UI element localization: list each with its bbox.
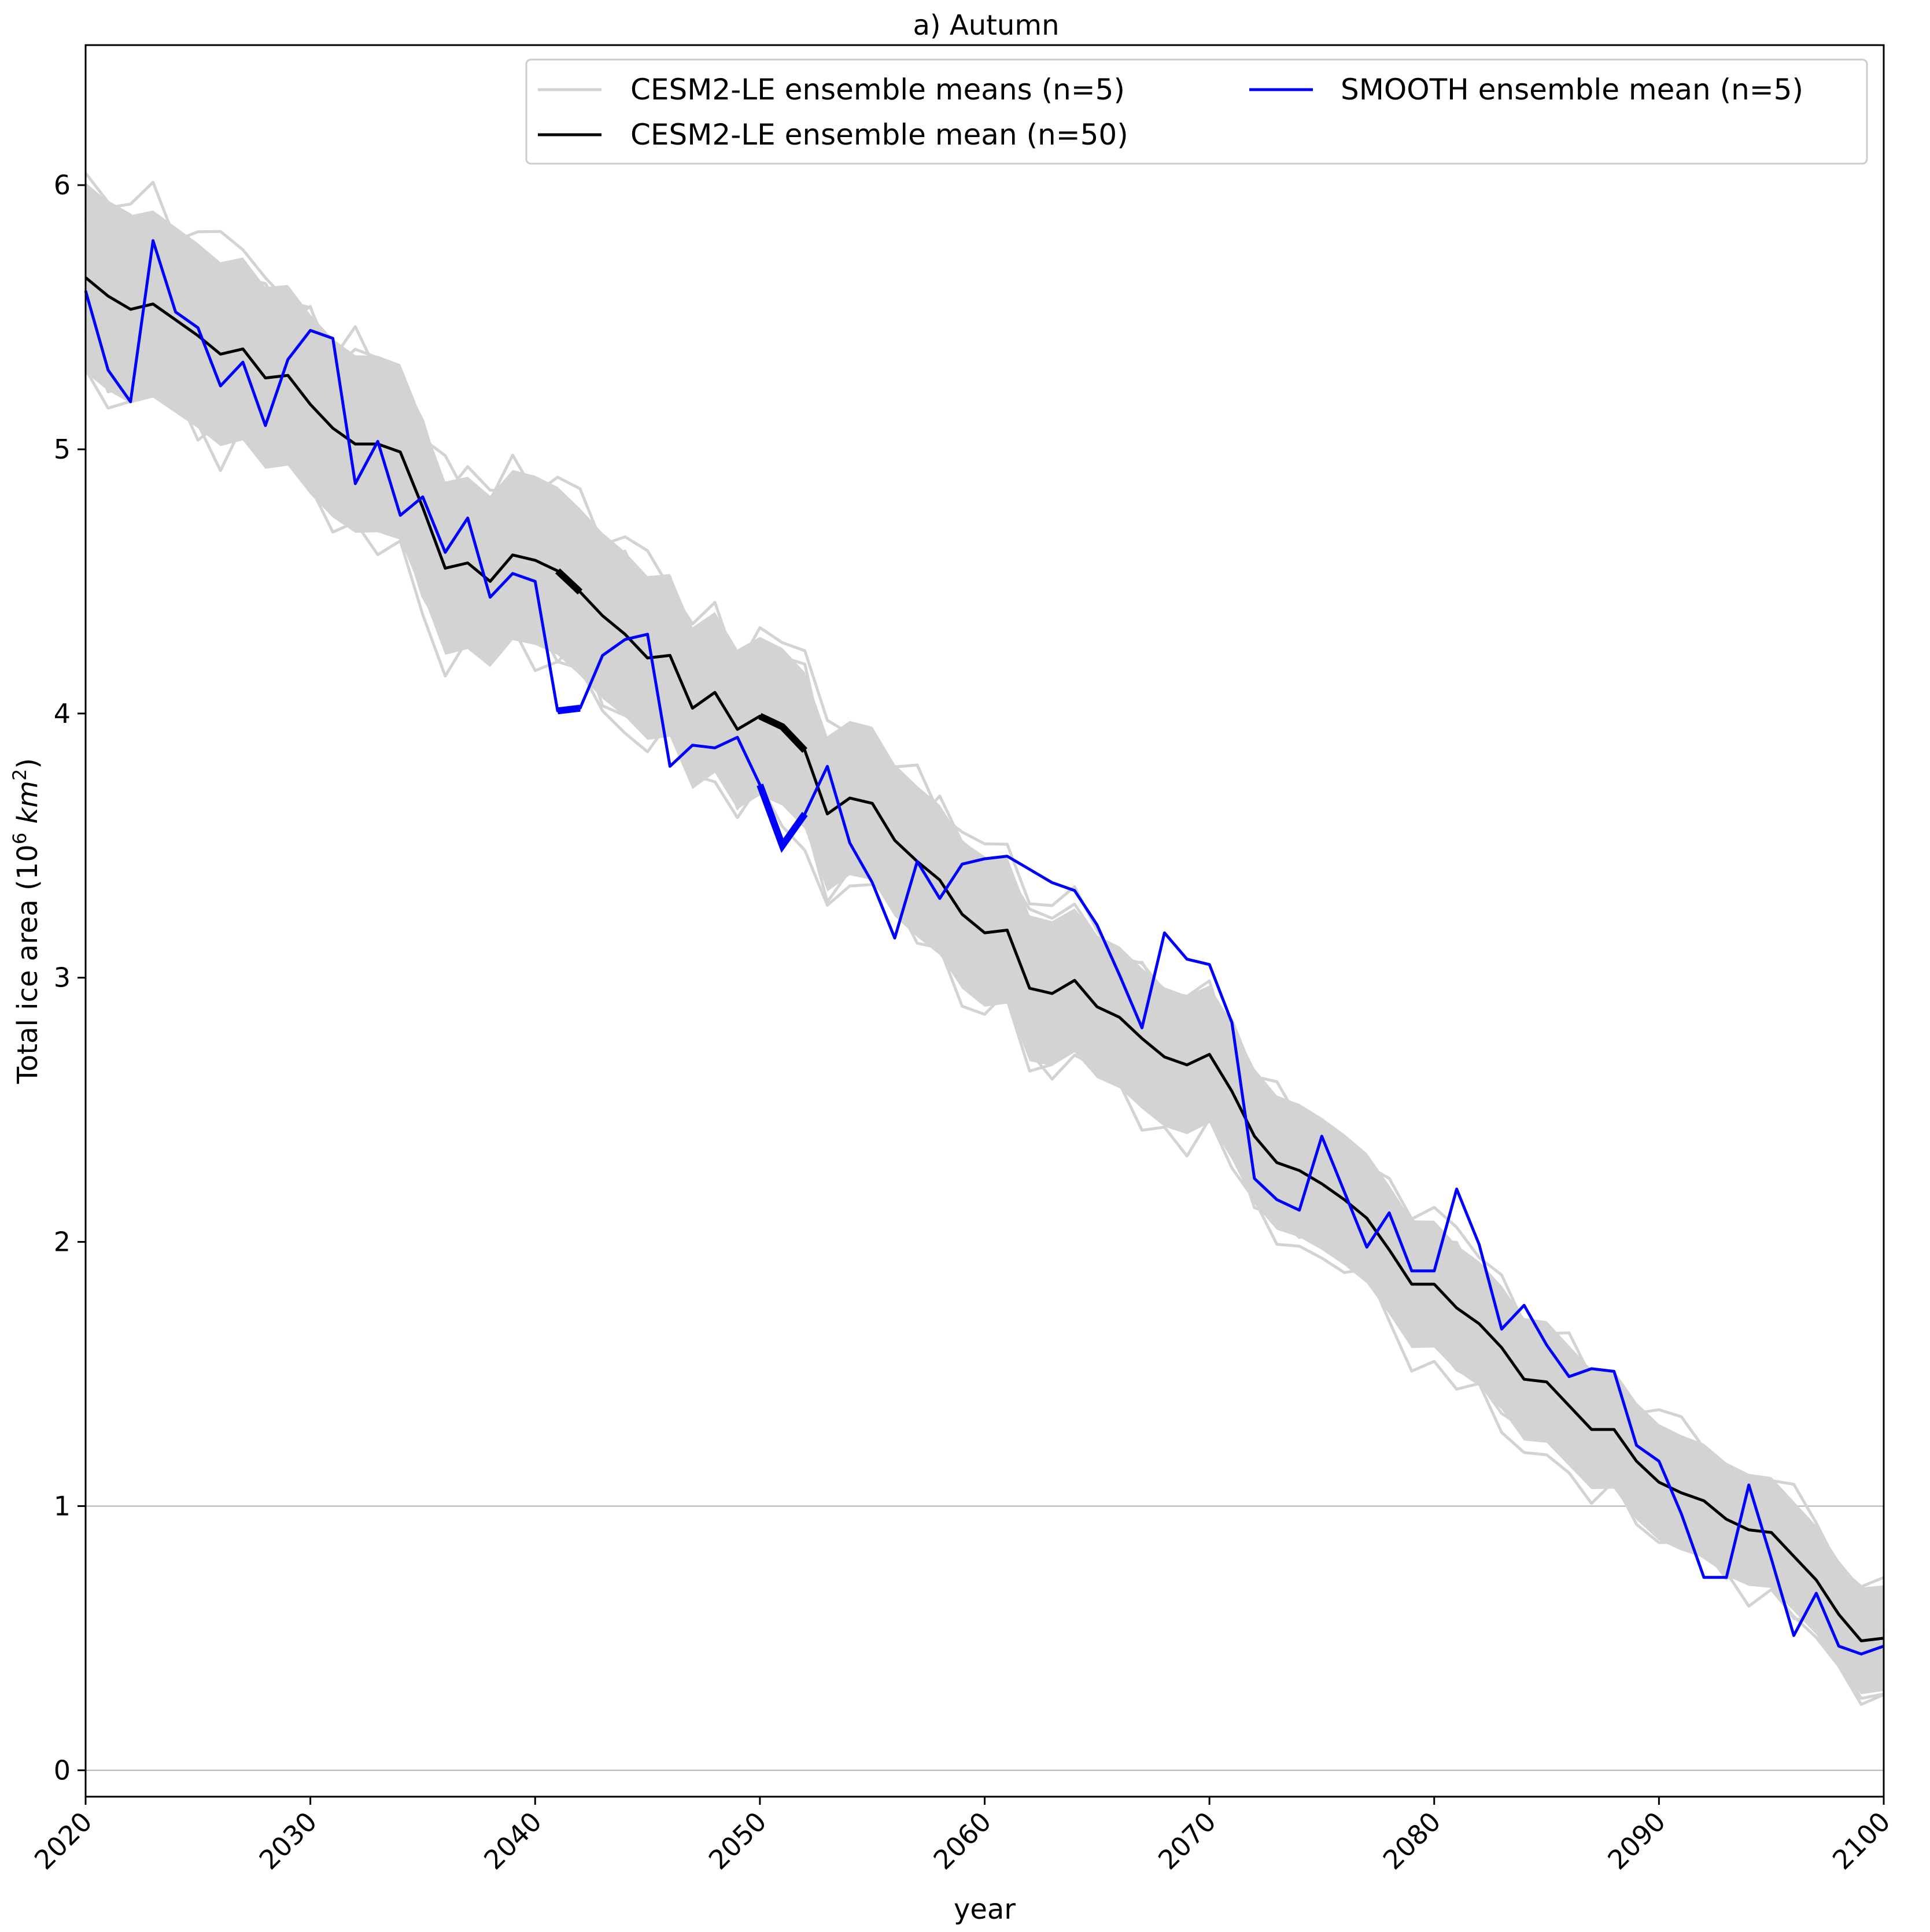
y-tick-label: 0 (54, 1754, 71, 1786)
highlighted-segment (557, 704, 581, 715)
x-axis-title: year (954, 1893, 1016, 1926)
y-tick-label: 5 (54, 434, 71, 465)
y-tick-label: 3 (54, 962, 71, 993)
ensemble-member-line (84, 368, 1884, 1706)
highlighted-segments (555, 568, 808, 854)
plot-area (84, 172, 1885, 1771)
reference-lines (86, 1505, 1884, 1771)
chart-title: a) Autumn (913, 9, 1059, 42)
y-axis: 0 1 2 3 4 5 6 (54, 169, 86, 1786)
y-axis-title-unit: km (12, 781, 44, 833)
y-tick-label: 4 (54, 698, 71, 729)
legend-label-ensemble-members: CESM2-LE ensemble means (n=5) (630, 73, 1125, 106)
smooth-mean-line (84, 239, 1884, 1656)
highlighted-segment (756, 784, 808, 854)
y-axis-title-main: Total ice area (10 (12, 844, 44, 1084)
y-tick-label: 2 (54, 1227, 71, 1258)
y-axis-title-close: ) (12, 758, 44, 769)
legend: CESM2-LE ensemble means (n=5) CESM2-LE e… (525, 58, 1868, 165)
y-tick-label: 1 (54, 1490, 71, 1521)
legend-box (525, 58, 1868, 165)
legend-label-ensemble-mean-50: CESM2-LE ensemble mean (n=50) (630, 118, 1128, 152)
y-axis-title-sup1: 6 (9, 833, 31, 844)
series-lines (84, 239, 1884, 1656)
y-tick-label: 6 (54, 169, 71, 201)
highlighted-segment (758, 712, 807, 753)
y-axis-title-sup2: 2 (9, 769, 31, 781)
y-axis-title: Total ice area (106 km2) (9, 758, 44, 1084)
legend-label-smooth-mean: SMOOTH ensemble mean (n=5) (1341, 73, 1803, 106)
ensemble-mean-50-line (84, 276, 1884, 1642)
highlighted-segment (555, 568, 583, 595)
